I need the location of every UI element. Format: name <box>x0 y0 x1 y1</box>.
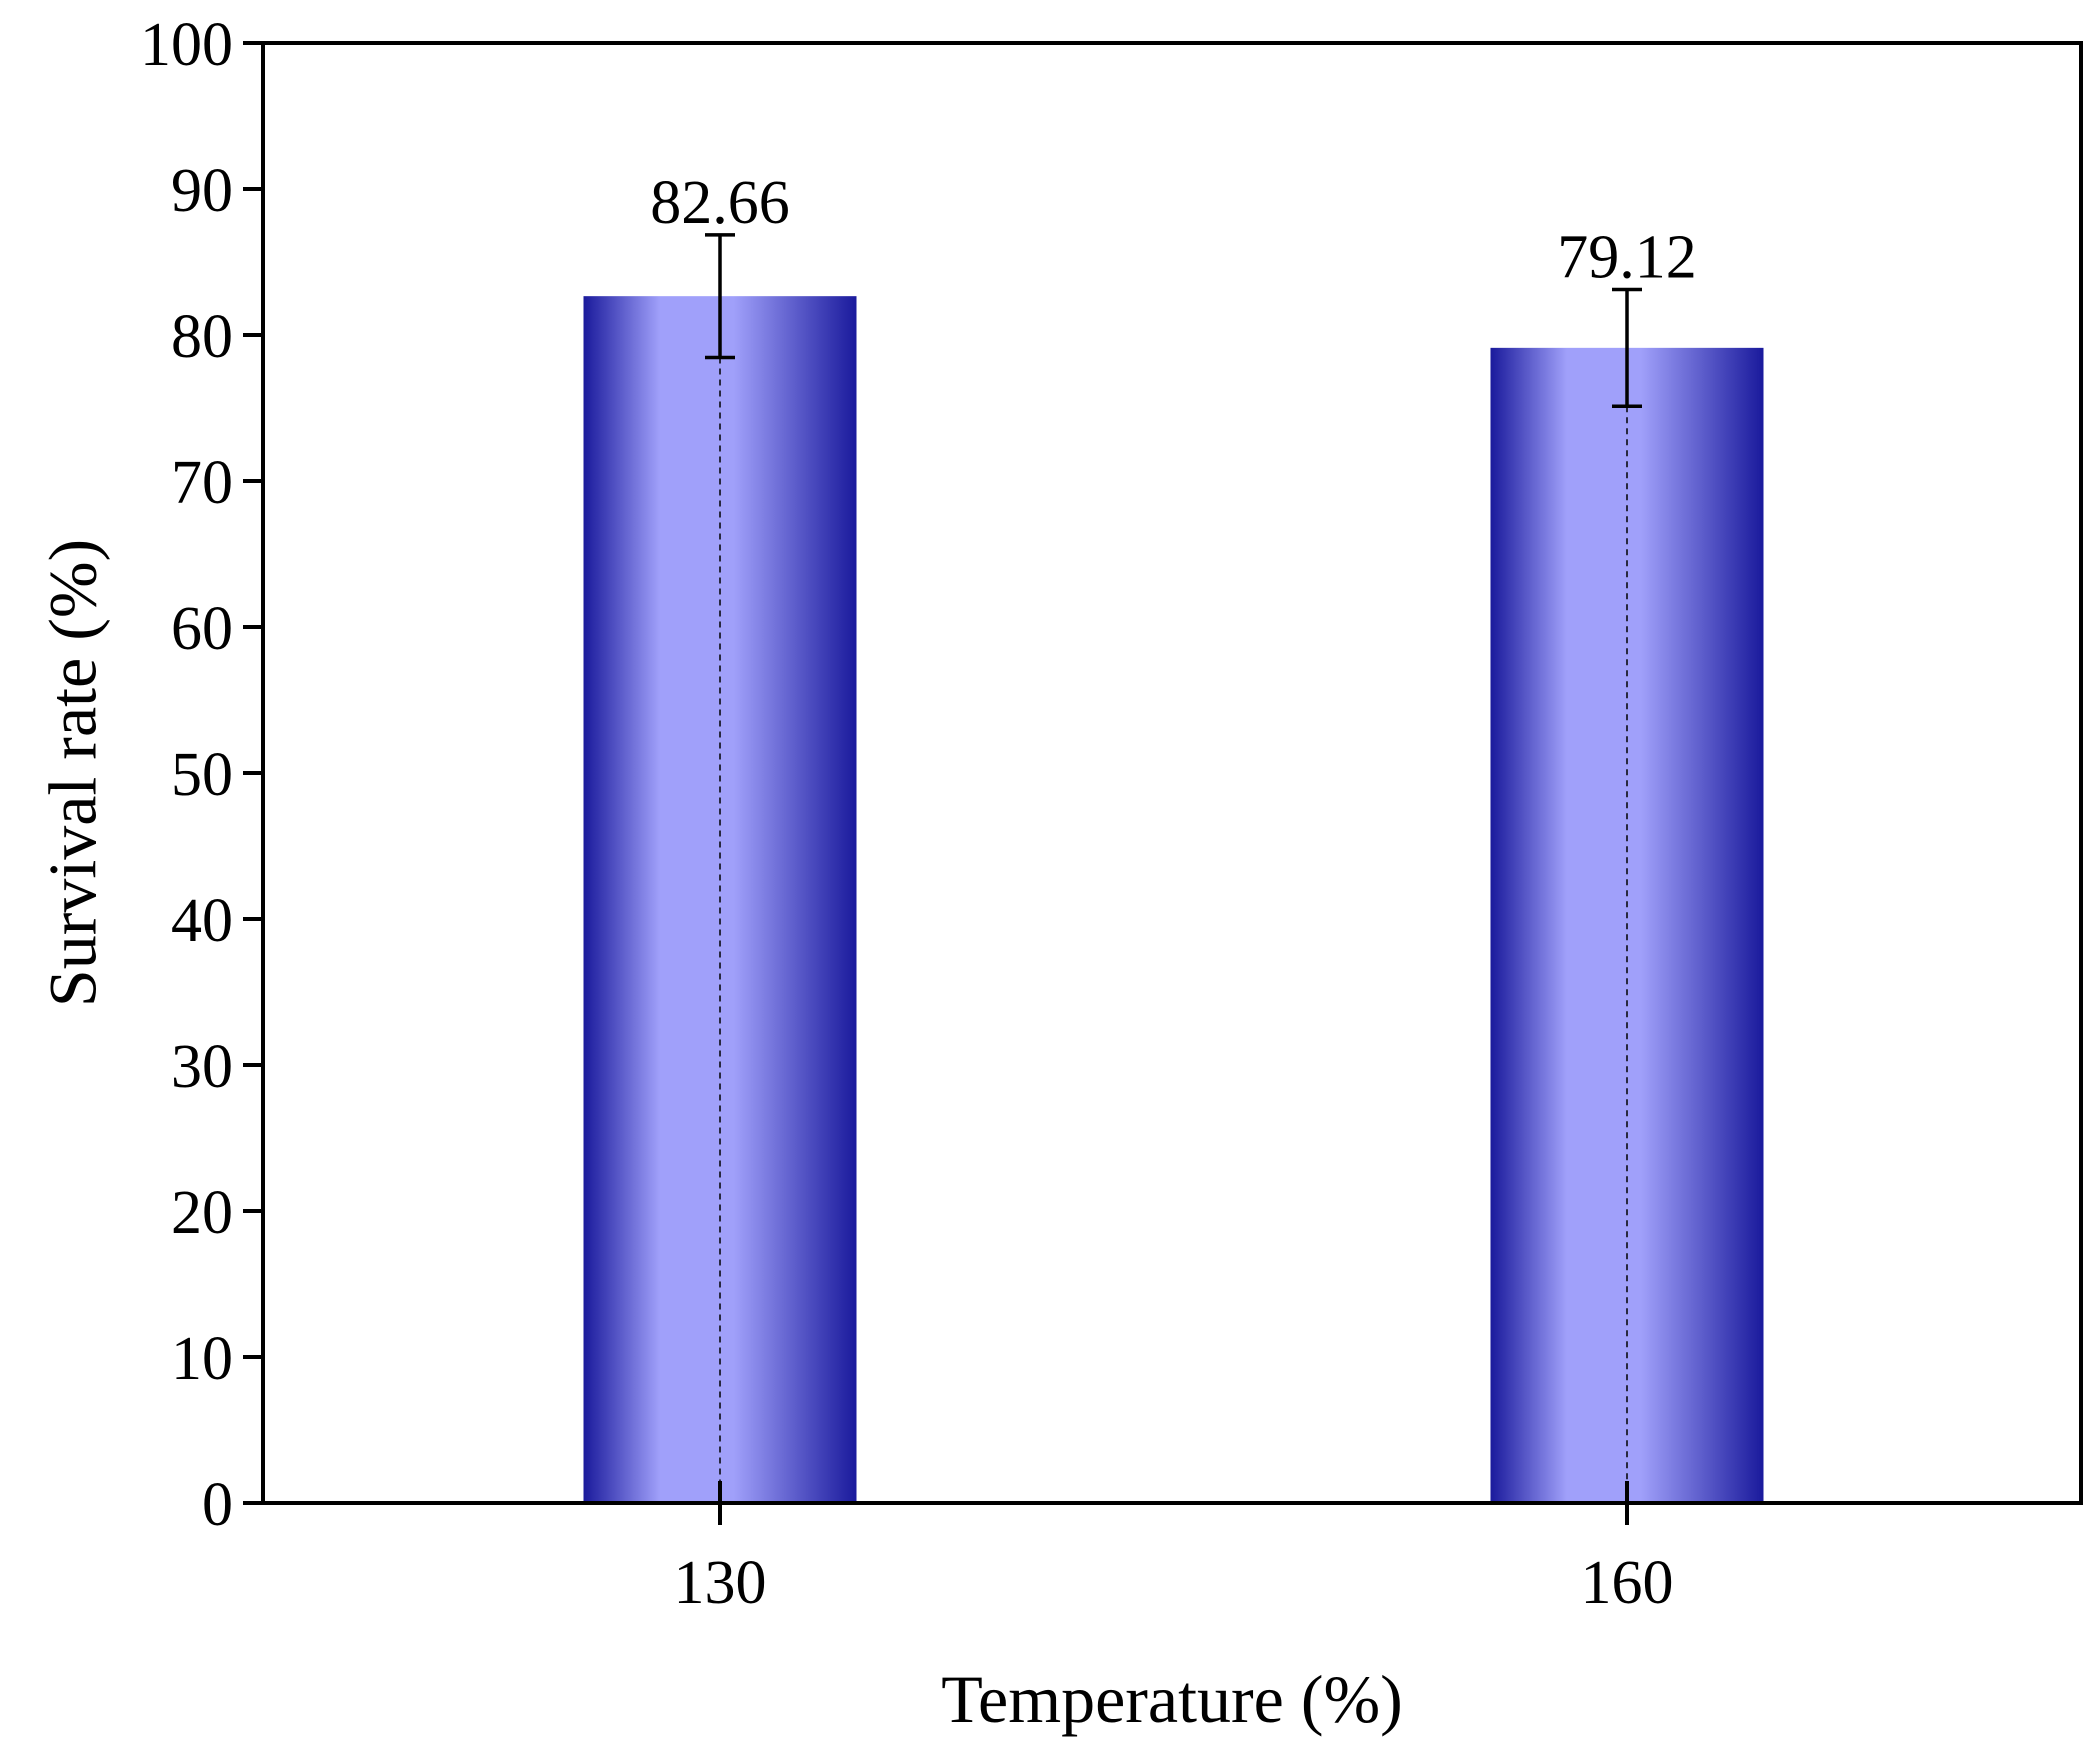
y-tick-label-70: 70 <box>171 449 233 517</box>
y-axis-label: Survival rate (%) <box>35 539 111 1007</box>
y-tick-label-50: 50 <box>171 741 233 809</box>
y-axis-ticks: 0 10 20 30 40 50 60 70 80 90 100 <box>140 11 263 1539</box>
y-tick-label-100: 100 <box>140 11 233 79</box>
bars-group <box>583 296 1764 1503</box>
y-tick-label-80: 80 <box>171 303 233 371</box>
y-tick-label-10: 10 <box>171 1325 233 1393</box>
plot-frame <box>261 41 2083 1505</box>
x-axis-ticks: 130 160 <box>674 1481 1674 1617</box>
x-tick-label-130: 130 <box>674 1549 767 1617</box>
data-labels-group: 82.66 79.12 <box>650 169 1697 292</box>
y-tick-label-40: 40 <box>171 887 233 955</box>
x-tick-label-160: 160 <box>1581 1549 1674 1617</box>
y-tick-label-0: 0 <box>202 1471 233 1539</box>
error-bars-group <box>705 233 1642 1503</box>
y-tick-label-30: 30 <box>171 1033 233 1101</box>
x-axis-label: Temperature (%) <box>941 1661 1403 1737</box>
data-label-130: 82.66 <box>650 169 790 237</box>
y-tick-label-20: 20 <box>171 1179 233 1247</box>
y-tick-label-60: 60 <box>171 595 233 663</box>
y-tick-label-90: 90 <box>171 157 233 225</box>
data-label-160: 79.12 <box>1557 223 1697 291</box>
